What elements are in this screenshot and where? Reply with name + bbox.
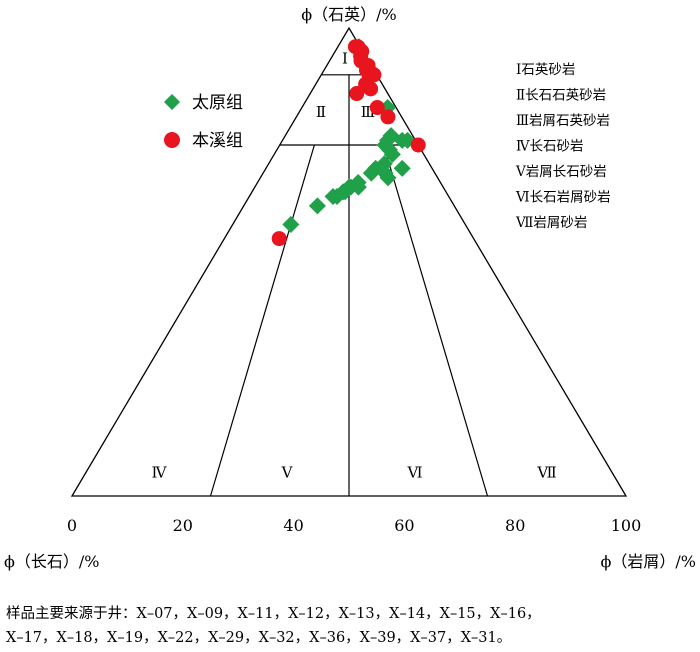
legend-label: 太原组 [192,93,243,113]
data-points [271,38,426,247]
region-key-item: Ⅳ长石砂岩 [516,139,584,155]
point-taiyuan [375,155,393,173]
triangle-frame [70,26,628,497]
lithic-axis-label: ϕ（岩屑）/% [600,552,696,571]
point-taiyuan [376,164,394,182]
region-numeral-i: Ⅰ [342,49,348,67]
point-benxi [271,231,287,247]
region-key-item: Ⅵ长石岩屑砂岩 [515,190,611,206]
tick-label: 0 [67,516,77,535]
tick-label: 40 [283,516,303,535]
point-benxi [363,81,379,97]
bottom-axis-ticks: 0 20 40 60 80 100 [67,516,641,535]
point-benxi [410,137,426,153]
footnote-line: 样品主要来源于井：X–07，X–09，X–11，X–12，X–13，X–14，X… [6,606,541,622]
point-benxi [380,109,396,125]
quartz-axis-label: ϕ（石英）/% [301,5,397,24]
region-key-item: Ⅴ岩屑长石砂岩 [515,164,607,180]
tick-label: 100 [611,516,642,535]
region-key: Ⅰ石英砂岩 Ⅱ长石石英砂岩 Ⅲ岩屑石英砂岩 Ⅳ长石砂岩 Ⅴ岩屑长石砂岩 Ⅵ长石岩屑砂岩 Ⅶ岩… [515,61,611,231]
ratio-boundary-line [209,144,315,497]
tick-label: 20 [173,516,193,535]
footnote-line: X–17，X–18，X–19，X–22，X–29，X–32，X–36，X–39，… [6,630,512,646]
ratio-boundary-line [383,144,489,497]
region-key-item: Ⅶ岩屑砂岩 [515,215,587,231]
legend-marker-benxi [164,132,180,148]
region-key-item: Ⅱ长石石英砂岩 [516,87,606,104]
feldspar-axis-label: ϕ（长石）/% [4,552,100,571]
tick-label: 80 [505,516,525,535]
region-numeral-ii: Ⅱ [316,103,326,121]
region-numeral-vi: Ⅵ [406,464,422,482]
region-numeral-v: Ⅴ [281,464,294,482]
sample-footnote: 样品主要来源于井：X–07，X–09，X–11，X–12，X–13，X–14，X… [6,602,694,650]
point-taiyuan [282,216,300,234]
point-benxi [349,86,365,102]
point-taiyuan [349,178,367,196]
point-taiyuan [393,159,411,177]
legend-marker-taiyuan [164,94,180,110]
tick-label: 60 [394,516,414,535]
region-numeral-vii: Ⅶ [536,464,556,482]
region-key-item: Ⅲ岩屑石英砂岩 [516,112,610,129]
legend-label: 本溪组 [192,131,243,151]
region-key-item: Ⅰ石英砂岩 [516,61,575,78]
region-numeral-iv: Ⅳ [152,464,168,482]
point-taiyuan [308,197,326,215]
point-benxi [369,100,385,116]
